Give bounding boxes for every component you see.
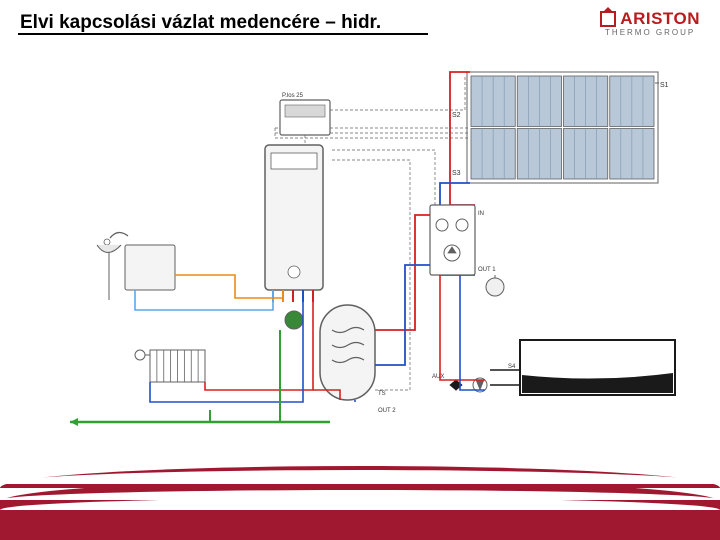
svg-text:OUT 1: OUT 1 bbox=[478, 267, 496, 273]
logo-brand: ARISTON bbox=[620, 9, 700, 29]
logo-subtitle: THERMO GROUP bbox=[605, 28, 695, 37]
svg-text:S1: S1 bbox=[660, 82, 669, 89]
footer-waves bbox=[0, 455, 720, 540]
brand-logo: ARISTON THERMO GROUP bbox=[600, 9, 700, 37]
svg-text:AUX: AUX bbox=[432, 374, 444, 380]
svg-text:OUT 2: OUT 2 bbox=[378, 408, 396, 414]
svg-text:S4: S4 bbox=[508, 364, 516, 370]
house-icon bbox=[600, 11, 616, 27]
hydraulic-diagram: S1 S2 S3 P.los 25 TS OUT 2 IN OUT 1 AUX S4 bbox=[40, 50, 680, 440]
svg-text:S2: S2 bbox=[452, 112, 461, 119]
svg-text:IN: IN bbox=[478, 211, 484, 217]
svg-text:S3: S3 bbox=[452, 170, 461, 177]
title-underline bbox=[18, 33, 428, 35]
svg-text:P.los 25: P.los 25 bbox=[282, 93, 304, 99]
page-title: Elvi kapcsolási vázlat medencére – hidr. bbox=[20, 12, 381, 34]
svg-text:TS: TS bbox=[378, 391, 386, 397]
